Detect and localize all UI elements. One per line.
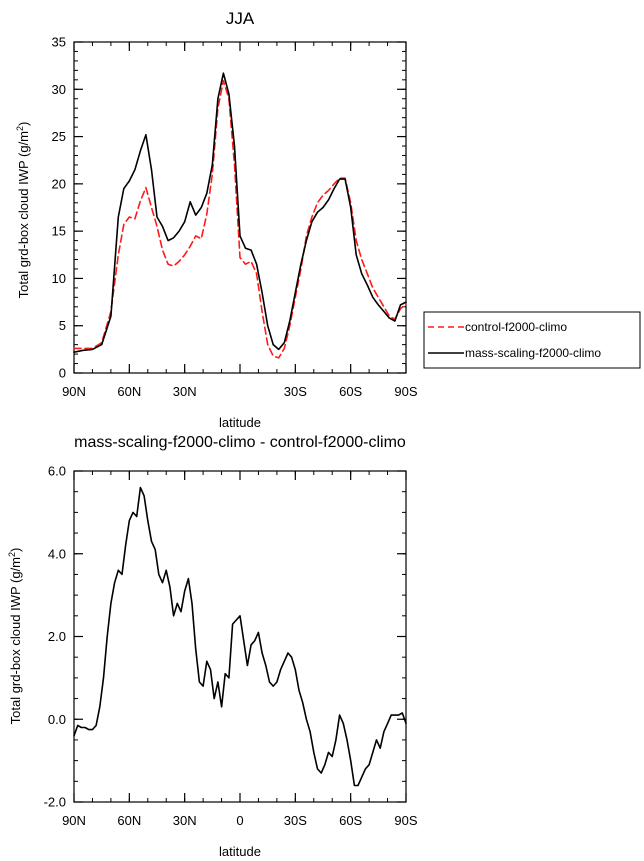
top-axes-frame bbox=[73, 41, 407, 374]
legend-label-mass-scaling: mass-scaling-f2000-climo bbox=[465, 346, 601, 360]
bottom-y-tick-label: 0.0 bbox=[48, 712, 66, 727]
top-y-tick-label: 25 bbox=[52, 129, 66, 144]
bottom-y-axis-label-main: Total grd-box cloud IWP (g/m bbox=[8, 557, 23, 724]
top-x-tick-label: 30N bbox=[173, 384, 197, 399]
top-y-tick-label: 10 bbox=[52, 271, 66, 286]
top-y-axis-label-close: ) bbox=[16, 122, 31, 126]
top-series-line-control-f2000-climo bbox=[73, 80, 407, 359]
top-chart-title: JJA bbox=[226, 9, 255, 28]
top-chart: JJA 90N 60N 30N 30S 60S 90S 0 5 10 15 20 25 30 35 Tot… bbox=[15, 9, 418, 430]
bottom-axes-frame bbox=[73, 470, 407, 803]
top-y-tick-label: 5 bbox=[59, 318, 66, 333]
legend: control-f2000-climo mass-scaling-f2000-c… bbox=[423, 311, 641, 369]
bottom-y-tick-label: 4.0 bbox=[48, 546, 66, 561]
bottom-y-tick-label: -2.0 bbox=[44, 795, 66, 810]
top-series-line-mass-scaling-f2000-climo bbox=[73, 72, 407, 353]
bottom-series-line-difference bbox=[73, 486, 407, 787]
top-x-tick-label: 90N bbox=[62, 384, 86, 399]
bottom-x-axis-label: latitude bbox=[219, 844, 261, 859]
top-x-axis-label: latitude bbox=[219, 415, 261, 430]
bottom-y-axis-label-sup: 2 bbox=[7, 552, 17, 557]
legend-box bbox=[423, 311, 641, 369]
top-x-tick-label: 60S bbox=[339, 384, 362, 399]
top-x-tick-label: 60N bbox=[117, 384, 141, 399]
top-y-axis-label-sup: 2 bbox=[15, 126, 25, 131]
top-y-tick-label: 30 bbox=[52, 82, 66, 97]
top-y-tick-label: 20 bbox=[52, 176, 66, 191]
bottom-x-tick-label: 30S bbox=[284, 813, 307, 828]
bottom-y-tick-label: 6.0 bbox=[48, 464, 66, 479]
bottom-y-tick-label: 2.0 bbox=[48, 629, 66, 644]
bottom-x-tick-label: 60S bbox=[339, 813, 362, 828]
top-y-tick-label: 0 bbox=[59, 366, 66, 381]
top-y-axis-label: Total grd-box cloud IWP (g/m2) bbox=[15, 122, 31, 299]
top-y-axis-label-main: Total grd-box cloud IWP (g/m bbox=[16, 131, 31, 298]
bottom-y-axis-label: Total grd-box cloud IWP (g/m2) bbox=[7, 548, 23, 725]
top-y-tick-label: 15 bbox=[52, 224, 66, 239]
bottom-x-tick-label: 0 bbox=[236, 813, 243, 828]
bottom-x-tick-label: 90N bbox=[62, 813, 86, 828]
top-y-tick-label: 35 bbox=[52, 35, 66, 50]
bottom-plot-area: 90N 60N 30N 0 30S 60S 90S -2.0 0.0 2.0 4.0 6.0 bbox=[44, 464, 418, 829]
legend-label-control: control-f2000-climo bbox=[465, 320, 567, 334]
bottom-chart-title: mass-scaling-f2000-climo - control-f2000… bbox=[74, 434, 406, 451]
bottom-x-tick-label: 30N bbox=[173, 813, 197, 828]
bottom-x-tick-label: 60N bbox=[117, 813, 141, 828]
top-x-tick-label: 30S bbox=[284, 384, 307, 399]
bottom-chart: mass-scaling-f2000-climo - control-f2000… bbox=[7, 434, 418, 859]
top-plot-area: 90N 60N 30N 30S 60S 90S 0 5 10 15 20 25 30 35 bbox=[52, 35, 418, 400]
bottom-y-axis-label-close: ) bbox=[8, 548, 23, 552]
top-x-tick-label: 90S bbox=[394, 384, 417, 399]
bottom-x-tick-label: 90S bbox=[394, 813, 417, 828]
